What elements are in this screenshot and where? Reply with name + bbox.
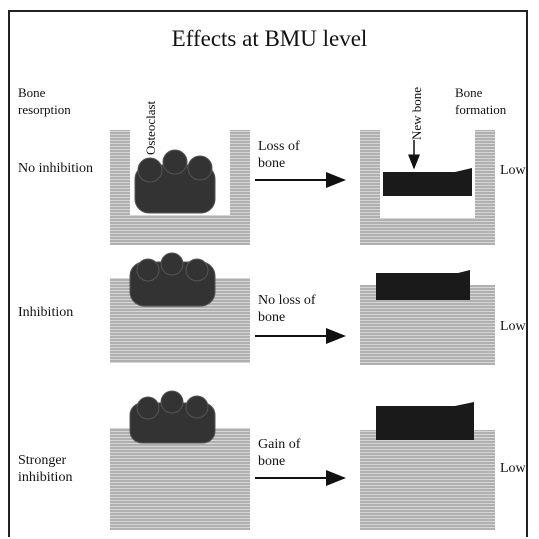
bone <box>360 430 495 530</box>
change-label: No loss of bone <box>258 292 328 326</box>
new-bone <box>376 402 474 440</box>
new-bone <box>383 168 472 196</box>
row-label: Inhibition <box>18 304 103 321</box>
change-label: Loss of bone <box>258 138 328 172</box>
change-label: Gain of bone <box>258 436 318 470</box>
formation-label: Low <box>500 318 526 335</box>
title: Effects at BMU level <box>0 30 539 47</box>
row-label: No inhibition <box>18 160 103 177</box>
new-bone <box>376 270 470 300</box>
page: Effects at BMU level Bone resorption Ost… <box>0 0 539 539</box>
column-label: Bone formation <box>455 84 525 118</box>
osteoclast <box>135 150 215 213</box>
osteoclast <box>130 253 215 306</box>
column-label: Bone resorption <box>18 84 88 118</box>
column-label: Osteoclast <box>142 101 159 155</box>
formation-label: Low <box>500 162 526 179</box>
osteoclast <box>130 391 215 443</box>
formation-label: Low <box>500 460 526 477</box>
column-label: New bone <box>408 87 425 140</box>
row-label: Stronger inhibition <box>18 452 103 486</box>
